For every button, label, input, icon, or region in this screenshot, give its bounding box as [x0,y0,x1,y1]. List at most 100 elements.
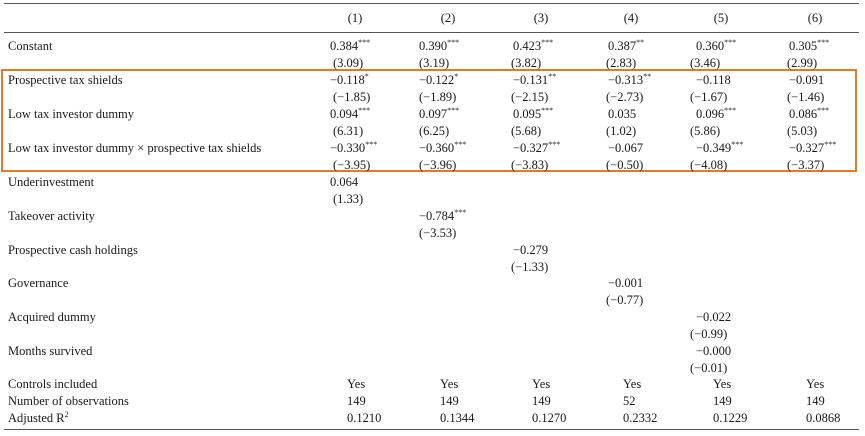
column-header: (3) [533,11,549,25]
column-header: (1) [347,11,363,25]
row-label: Prospective tax shields [8,73,123,87]
coefficient-cell: 0.390*** [419,37,460,53]
tstat-cell: (2.83) [606,56,637,70]
summary-value: Yes [713,377,732,391]
coefficient-cell: 0.384*** [330,37,371,53]
coefficient-cell: −0.279 [513,243,549,257]
tstat-cell: (3.46) [690,56,721,70]
summary-value: 0.2332 [623,411,658,425]
summary-value: Yes [623,377,642,391]
summary-value: 149 [440,394,459,408]
top-rule [4,3,859,4]
row-label: Takeover activity [8,209,95,223]
row-label: Underinvestment [8,175,95,189]
tstat-cell: (−1.67) [690,90,728,104]
summary-value: 0.1210 [347,411,382,425]
coefficient-cell: −0.122* [419,71,459,87]
coefficient-cell: 0.064 [330,175,359,189]
summary-value: 0.1344 [440,411,475,425]
coefficient-cell: −0.131** [513,71,557,87]
coefficient-cell: −0.349*** [696,139,744,155]
row-label: Prospective cash holdings [8,243,138,257]
summary-value: 149 [532,394,551,408]
tstat-cell: (3.82) [511,56,542,70]
summary-value: Yes [806,377,825,391]
coefficient-cell: −0.327*** [513,139,561,155]
adjusted-r-label: Adjusted R [8,411,65,425]
row-label: Constant [8,39,53,53]
summary-label: Number of observations [8,394,129,408]
tstat-cell: (5.86) [690,124,721,138]
tstat-cell: (−3.96) [419,158,457,172]
row-label: Low tax investor dummy × prospective tax… [8,141,262,155]
tstat-cell: (6.25) [419,124,450,138]
tstat-cell: (−0.01) [690,361,728,375]
row-label: Governance [8,276,69,290]
tstat-cell: (−3.37) [787,158,825,172]
summary-label: Adjusted R2 [8,409,69,425]
coefficient-cell: −0.001 [608,276,644,290]
bottom-rule [4,429,859,430]
coefficient-cell: 0.095*** [513,105,554,121]
coefficient-cell: 0.094*** [330,105,371,121]
tstat-cell: (−0.77) [606,293,644,307]
summary-value: 0.1229 [713,411,748,425]
summary-value: Yes [532,377,551,391]
summary-value: 149 [347,394,366,408]
tstat-cell: (−3.53) [419,226,457,240]
summary-value: Yes [347,377,366,391]
column-header: (5) [713,11,729,25]
coefficient-cell: −0.313** [608,71,652,87]
coefficient-cell: −0.091 [789,73,825,87]
coefficient-cell: −0.330*** [330,139,378,155]
coefficient-cell: 0.305*** [789,37,830,53]
coefficient-cell: 0.423*** [513,37,554,53]
tstat-cell: (3.19) [419,56,450,70]
tstat-cell: (1.02) [606,124,637,138]
tstat-cell: (−1.33) [511,260,549,274]
tstat-cell: (5.68) [511,124,542,138]
tstat-cell: (−2.73) [606,90,644,104]
tstat-cell: (−0.99) [690,327,728,341]
summary-value: 0.0868 [806,411,841,425]
coefficient-cell: −0.118* [330,71,369,87]
column-header: (6) [807,11,823,25]
coefficient-cell: −0.118 [696,73,731,87]
tstat-cell: (−1.89) [419,90,457,104]
tstat-cell: (5.03) [787,124,818,138]
row-label: Acquired dummy [8,310,96,324]
tstat-cell: (−4.08) [690,158,728,172]
coefficient-cell: 0.086*** [789,105,830,121]
row-label: Low tax investor dummy [8,107,135,121]
coefficient-cell: 0.096*** [696,105,737,121]
header-rule [4,32,859,33]
coefficient-cell: 0.360*** [696,37,737,53]
coefficient-cell: −0.784*** [419,207,467,223]
highlight-box [1,69,857,172]
summary-value: Yes [440,377,459,391]
coefficient-cell: −0.022 [696,310,732,324]
coefficient-cell: −0.000 [696,344,732,358]
tstat-cell: (−1.46) [787,90,825,104]
column-header: (2) [440,11,456,25]
row-label: Months survived [8,344,93,358]
r-squared-exponent: 2 [64,409,69,419]
summary-value: 0.1270 [532,411,567,425]
tstat-cell: (3.09) [333,56,364,70]
tstat-cell: (−2.15) [511,90,549,104]
coefficient-cell: −0.360*** [419,139,467,155]
tstat-cell: (−0.50) [606,158,644,172]
column-header: (4) [623,11,639,25]
tstat-cell: (1.33) [333,192,364,206]
tstat-cell: (2.99) [787,56,818,70]
coefficient-cell: −0.327*** [789,139,837,155]
summary-label: Controls included [8,377,98,391]
summary-value: 52 [623,394,636,408]
coefficient-cell: 0.035 [608,107,637,121]
coefficient-cell: 0.097*** [419,105,460,121]
summary-value: 149 [713,394,732,408]
tstat-cell: (−1.85) [333,90,371,104]
tstat-cell: (6.31) [333,124,364,138]
coefficient-cell: −0.067 [608,141,644,155]
coefficient-cell: 0.387** [608,37,645,53]
